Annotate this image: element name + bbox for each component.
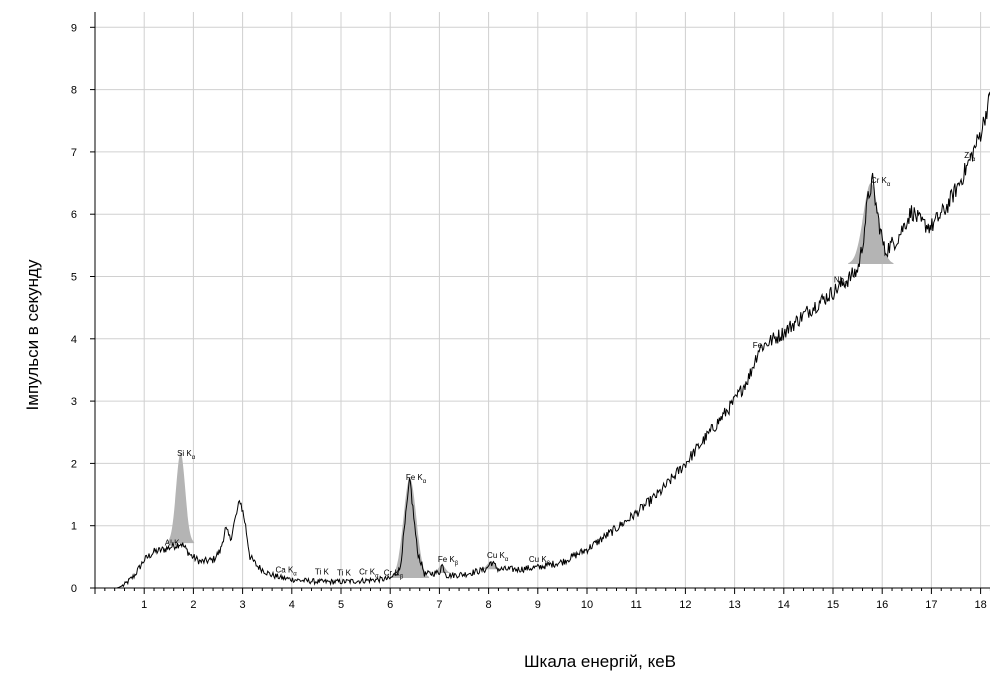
x-tick-label: 9 <box>535 599 541 611</box>
y-tick-label: 6 <box>71 209 77 221</box>
x-tick-labels: 1 2 3 4 5 6 7 8 9 10 11 12 13 14 15 16 17 18 <box>141 599 987 611</box>
x-tick-label: 4 <box>289 599 295 611</box>
x-tick-label: 17 <box>925 599 937 611</box>
peak-label: Ca Kα <box>276 565 298 577</box>
x-tick-label: 15 <box>827 599 839 611</box>
peak-label: Fe Kα <box>406 473 427 485</box>
peak-label: Ti K <box>315 567 330 576</box>
peak-fills <box>167 183 894 578</box>
y-tick-label: 9 <box>71 22 77 34</box>
y-tick-label: 8 <box>71 85 77 97</box>
y-tick-label: 2 <box>71 458 77 470</box>
grid-lines <box>95 12 990 588</box>
peak-label: Fe <box>753 341 763 350</box>
x-tick-label: 6 <box>387 599 393 611</box>
peak-fill <box>390 478 430 578</box>
y-tick-label: 0 <box>71 583 77 595</box>
peak-fill <box>848 183 894 264</box>
y-tick-label: 7 <box>71 147 77 159</box>
x-tick-label: 12 <box>679 599 691 611</box>
peak-label: Al K <box>165 539 180 548</box>
x-tick-label: 13 <box>728 599 740 611</box>
peak-fill <box>167 452 195 544</box>
y-tick-label: 4 <box>71 334 77 346</box>
x-tick-label: 3 <box>240 599 246 611</box>
peak-label: Cr Kα <box>871 176 891 188</box>
x-tick-label: 16 <box>876 599 888 611</box>
peak-label: Cu Kβ <box>529 555 551 567</box>
x-tick-label: 18 <box>974 599 986 611</box>
y-tick-label: 5 <box>71 272 77 284</box>
x-axis-label: Шкала енергій, кеВ <box>524 652 676 671</box>
y-axis-label: Імпульси в секунду <box>23 259 42 410</box>
x-tick-label: 14 <box>778 599 790 611</box>
x-tick-label: 10 <box>581 599 593 611</box>
peak-label: Si Kα <box>177 449 196 461</box>
peak-label: Zrα <box>964 151 976 163</box>
peak-label: Cr Kα <box>359 567 379 579</box>
peak-label: Cr Kβ <box>384 569 404 581</box>
peak-label: Ti K <box>337 569 352 578</box>
peak-label: Fe Kβ <box>438 555 459 567</box>
x-tick-label: 2 <box>190 599 196 611</box>
x-tick-label: 1 <box>141 599 147 611</box>
y-tick-labels: 0 1 2 3 4 5 6 7 8 9 <box>71 22 77 595</box>
x-tick-label: 11 <box>630 599 641 611</box>
axes <box>90 12 990 594</box>
y-tick-label: 1 <box>71 521 77 533</box>
x-tick-label: 7 <box>436 599 442 611</box>
x-tick-label: 5 <box>338 599 344 611</box>
y-tick-label: 3 <box>71 396 77 408</box>
x-tick-label: 8 <box>486 599 492 611</box>
peak-annotations: Si Kα Al K Ca Kα Ti K Ti K Cr Kα Cr Kβ Fe Kα Fe … <box>165 151 976 580</box>
spectrum-line <box>116 91 990 589</box>
peak-label: Cu Kα <box>487 551 509 563</box>
